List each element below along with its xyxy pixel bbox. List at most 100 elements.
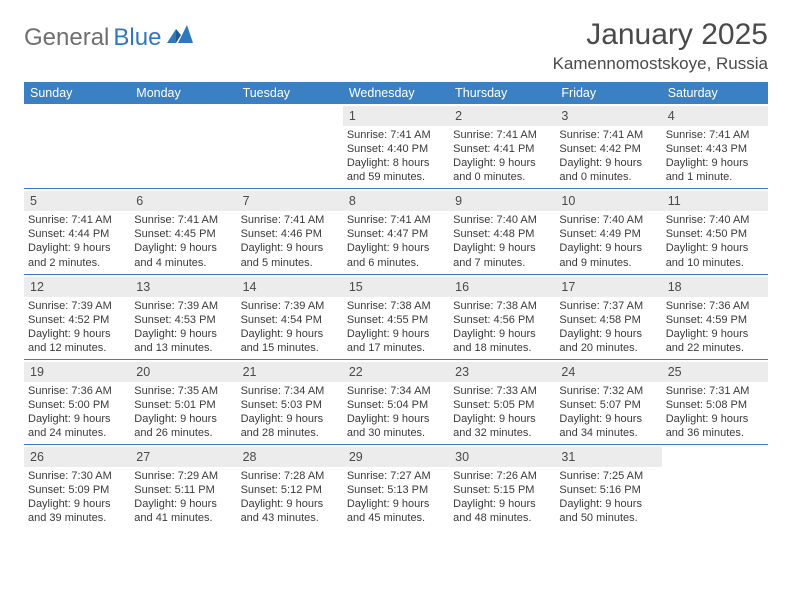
sunset-line: Sunset: 4:50 PM (666, 228, 747, 240)
sunrise-line: Sunrise: 7:26 AM (453, 470, 537, 482)
daylight-line: Daylight: 9 hours and 4 minutes. (134, 242, 217, 268)
calendar-cell: 26Sunrise: 7:30 AMSunset: 5:09 PMDayligh… (24, 445, 130, 529)
daynum-row: 12 (24, 277, 130, 297)
day-info: Sunrise: 7:32 AMSunset: 5:07 PMDaylight:… (559, 384, 657, 440)
sunrise-line: Sunrise: 7:32 AM (559, 385, 643, 397)
daylight-line: Daylight: 9 hours and 5 minutes. (241, 242, 324, 268)
day-info: Sunrise: 7:39 AMSunset: 4:53 PMDaylight:… (134, 299, 232, 355)
sunset-line: Sunset: 4:47 PM (347, 228, 428, 240)
daynum-row: 20 (130, 362, 236, 382)
daynum-row: 18 (662, 277, 768, 297)
sunset-line: Sunset: 5:00 PM (28, 399, 109, 411)
daynum-row: 13 (130, 277, 236, 297)
daylight-line: Daylight: 9 hours and 30 minutes. (347, 413, 430, 439)
sunrise-line: Sunrise: 7:41 AM (134, 214, 218, 226)
day-header: Friday (555, 82, 661, 104)
sunrise-line: Sunrise: 7:41 AM (559, 129, 643, 141)
daylight-line: Daylight: 9 hours and 12 minutes. (28, 328, 111, 354)
day-info: Sunrise: 7:29 AM Sunset: 5:11 PM Daylight:… (134, 469, 232, 525)
sunrise-line: Sunrise: 7:25 AM (559, 470, 643, 482)
calendar-cell: 10Sunrise: 7:40 AMSunset: 4:49 PMDayligh… (555, 189, 661, 273)
daylight-line: Daylight: 9 hours and 17 minutes. (347, 328, 430, 354)
daylight-line: Daylight: 9 hours and 28 minutes. (241, 413, 324, 439)
header: General Blue January 2025 Kamennomostsko… (24, 18, 768, 74)
daynum-row: 22 (343, 362, 449, 382)
daylight-line: Daylight: 8 hours and 59 minutes. (347, 157, 430, 183)
daynum-row: 9 (449, 191, 555, 211)
day-number: 9 (455, 194, 462, 208)
sunrise-line: Sunrise: 7:41 AM (241, 214, 325, 226)
day-number (136, 109, 139, 123)
day-info: Sunrise: 7:39 AMSunset: 4:52 PMDaylight:… (28, 299, 126, 355)
sunrise-line: Sunrise: 7:37 AM (559, 300, 643, 312)
day-info: Sunrise: 7:36 AMSunset: 5:00 PMDaylight:… (28, 384, 126, 440)
sunset-line: Sunset: 5:13 PM (347, 484, 428, 496)
day-number: 28 (243, 450, 257, 464)
daylight-line: Daylight: 9 hours and 32 minutes. (453, 413, 536, 439)
daylight-line: Daylight: 9 hours and 6 minutes. (347, 242, 430, 268)
calendar-cell-blank (662, 445, 768, 529)
calendar-cell: 15Sunrise: 7:38 AMSunset: 4:55 PMDayligh… (343, 275, 449, 359)
sunset-line: Sunset: 5:09 PM (28, 484, 109, 496)
day-info: Sunrise: 7:40 AMSunset: 4:48 PMDaylight:… (453, 213, 551, 269)
location: Kamennomostskoye, Russia (553, 54, 768, 74)
daylight-line: Daylight: 9 hours and 22 minutes. (666, 328, 749, 354)
daylight-line: Daylight: 9 hours and 41 minutes. (134, 498, 217, 524)
daynum-row: 25 (662, 362, 768, 382)
logo: General Blue (24, 24, 193, 52)
daynum-row: 28 (237, 447, 343, 467)
sunset-line: Sunset: 5:15 PM (453, 484, 534, 496)
week-row: 5Sunrise: 7:41 AMSunset: 4:44 PMDaylight… (24, 189, 768, 274)
daylight-line: Daylight: 9 hours and 0 minutes. (453, 157, 536, 183)
sunrise-line: Sunrise: 7:41 AM (666, 129, 750, 141)
sunset-line: Sunset: 5:08 PM (666, 399, 747, 411)
daynum-row: 27 (130, 447, 236, 467)
logo-text-general: General (24, 24, 109, 52)
daynum-row: 23 (449, 362, 555, 382)
sunrise-line: Sunrise: 7:39 AM (134, 300, 218, 312)
day-number: 7 (243, 194, 250, 208)
daynum-row: 1 (343, 106, 449, 126)
day-number: 30 (455, 450, 469, 464)
day-info: Sunrise: 7:36 AMSunset: 4:59 PMDaylight:… (666, 299, 764, 355)
calendar-cell-blank (24, 104, 130, 188)
day-info: Sunrise: 7:26 AMSunset: 5:15 PMDaylight:… (453, 469, 551, 525)
day-info: Sunrise: 7:34 AMSunset: 5:03 PMDaylight:… (241, 384, 339, 440)
day-number: 4 (668, 109, 675, 123)
day-info: Sunrise: 7:27 AMSunset: 5:13 PMDaylight:… (347, 469, 445, 525)
week-row: 12Sunrise: 7:39 AMSunset: 4:52 PMDayligh… (24, 275, 768, 360)
day-info: Sunrise: 7:33 AMSunset: 5:05 PMDaylight:… (453, 384, 551, 440)
day-number: 23 (455, 365, 469, 379)
sunset-line: Sunset: 4:45 PM (134, 228, 215, 240)
sunset-line: Sunset: 4:41 PM (453, 143, 534, 155)
sunrise-line: Sunrise: 7:41 AM (453, 129, 537, 141)
sunrise-line: Sunrise: 7:34 AM (241, 385, 325, 397)
sunrise-line: Sunrise: 7:41 AM (347, 214, 431, 226)
daylight-line: Daylight: 9 hours and 18 minutes. (453, 328, 536, 354)
sunset-line: Sunset: 4:49 PM (559, 228, 640, 240)
calendar-cell: 29Sunrise: 7:27 AMSunset: 5:13 PMDayligh… (343, 445, 449, 529)
day-number: 24 (561, 365, 575, 379)
sunset-line: Sunset: 5:11 PM (134, 484, 215, 496)
sunrise-line: Sunrise: 7:40 AM (453, 214, 537, 226)
day-number: 25 (668, 365, 682, 379)
sunrise-line: Sunrise: 7:40 AM (666, 214, 750, 226)
sunset-line: Sunset: 5:12 PM (241, 484, 322, 496)
daylight-line: Daylight: 9 hours and 15 minutes. (241, 328, 324, 354)
daylight-line: Daylight: 9 hours and 9 minutes. (559, 242, 642, 268)
day-info: Sunrise: 7:37 AMSunset: 4:58 PMDaylight:… (559, 299, 657, 355)
day-number: 8 (349, 194, 356, 208)
sunset-line: Sunset: 5:01 PM (134, 399, 215, 411)
day-number (668, 450, 671, 464)
daynum-row: 24 (555, 362, 661, 382)
sunrise-line: Sunrise: 7:39 AM (241, 300, 325, 312)
sunrise-line: Sunrise: 7:29 AM (134, 470, 218, 482)
daylight-line: Daylight: 9 hours and 7 minutes. (453, 242, 536, 268)
calendar-cell: 18Sunrise: 7:36 AMSunset: 4:59 PMDayligh… (662, 275, 768, 359)
calendar-cell: 1Sunrise: 7:41 AMSunset: 4:40 PMDaylight… (343, 104, 449, 188)
day-number: 22 (349, 365, 363, 379)
calendar-cell: 27 Sunrise: 7:29 AM Sunset: 5:11 PM Dayligh… (130, 445, 236, 529)
daynum-row: 10 (555, 191, 661, 211)
day-info: Sunrise: 7:38 AMSunset: 4:55 PMDaylight:… (347, 299, 445, 355)
month-title: January 2025 (553, 18, 768, 52)
